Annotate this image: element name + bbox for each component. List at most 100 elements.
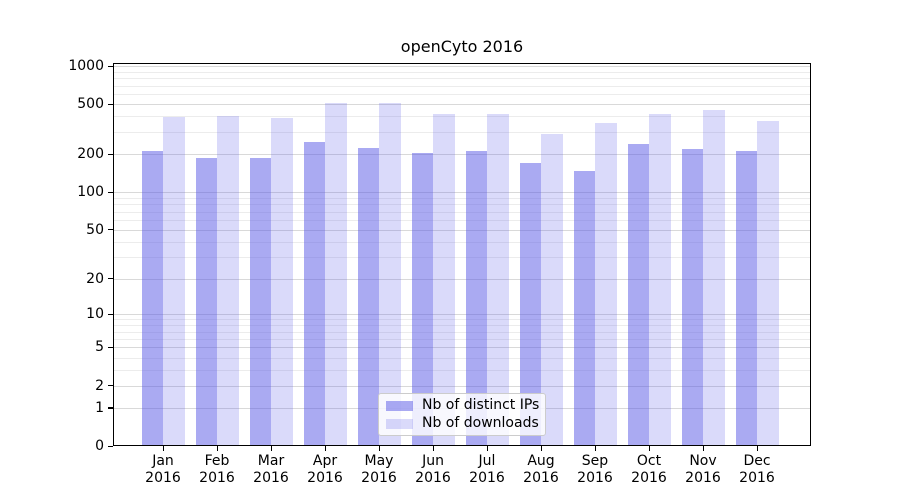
bar-downloads-nov	[703, 110, 725, 446]
gridline-minor	[113, 197, 811, 199]
x-tick-mark	[162, 446, 164, 451]
bar-downloads-may	[379, 102, 401, 446]
gridline-major	[113, 66, 811, 67]
x-tick-mark	[540, 446, 542, 451]
gridline-minor	[113, 325, 811, 327]
x-tick-mark	[270, 446, 272, 451]
x-tick-mark	[486, 446, 488, 451]
bar-downloads-apr	[325, 102, 347, 446]
bar-distinct-ips-aug	[519, 162, 541, 446]
y-tick-label: 5	[95, 339, 104, 356]
gridline-minor	[113, 339, 811, 340]
bar-downloads-jan	[163, 117, 185, 446]
legend-label-downloads: Nb of downloads	[422, 415, 539, 431]
gridline-major	[113, 229, 811, 231]
y-tick-mark	[108, 229, 113, 231]
x-tick-label-feb: Feb 2016	[199, 453, 235, 486]
gridline-major	[113, 192, 811, 194]
bar-downloads-mar	[271, 118, 293, 446]
legend-swatch-downloads	[386, 418, 413, 429]
x-tick-mark	[324, 446, 326, 451]
gridline-minor	[113, 241, 811, 243]
bar-downloads-sep	[595, 122, 617, 446]
gridline-major	[113, 314, 811, 316]
y-tick-label: 50	[86, 221, 104, 238]
bar-distinct-ips-dec	[735, 150, 757, 446]
x-tick-label-nov: Nov 2016	[685, 453, 721, 486]
gridline-minor	[113, 85, 811, 87]
bar-distinct-ips-sep	[573, 170, 595, 446]
gridline-minor	[113, 331, 811, 333]
y-tick-label: 100	[77, 184, 104, 201]
bar-distinct-ips-may	[357, 148, 379, 446]
gridline-minor	[113, 78, 811, 80]
y-tick-mark	[108, 103, 113, 105]
bar-distinct-ips-oct	[627, 143, 649, 446]
gridline-minor	[113, 357, 811, 359]
bar-distinct-ips-jun	[411, 153, 433, 446]
chart-title: openCyto 2016	[400, 37, 524, 56]
y-tick-label: 200	[77, 146, 104, 163]
x-tick-label-sep: Sep 2016	[577, 453, 613, 486]
bar-downloads-dec	[757, 120, 779, 446]
gridline-major	[113, 154, 811, 156]
x-tick-mark	[594, 446, 596, 451]
x-tick-label-oct: Oct 2016	[631, 453, 667, 486]
gridline-major	[113, 104, 811, 106]
y-tick-mark	[108, 191, 113, 193]
x-tick-label-jun: Jun 2016	[415, 453, 451, 486]
y-tick-mark	[108, 278, 113, 280]
gridline-minor	[113, 204, 811, 206]
x-tick-mark	[378, 446, 380, 451]
legend-swatch-distinct-ips	[386, 400, 413, 411]
x-tick-label-dec: Dec 2016	[739, 453, 775, 486]
bar-downloads-oct	[649, 114, 671, 446]
gridline-minor	[113, 369, 811, 371]
gridline-minor	[113, 257, 811, 259]
x-tick-label-jan: Jan 2016	[145, 453, 181, 486]
y-tick-label: 500	[77, 96, 104, 113]
y-tick-label: 0	[95, 438, 104, 454]
bar-downloads-feb	[217, 115, 239, 446]
y-tick-label: 2	[95, 377, 104, 394]
bar-distinct-ips-apr	[303, 142, 325, 446]
y-tick-label: 1	[95, 399, 104, 416]
y-tick-mark	[108, 445, 113, 447]
bar-distinct-ips-nov	[681, 149, 703, 446]
legend-item-downloads: Nb of downloads	[386, 415, 539, 431]
x-tick-mark	[648, 446, 650, 451]
y-tick-label: 1000	[68, 58, 104, 74]
gridline-major	[113, 385, 811, 387]
gridline-minor	[113, 94, 811, 96]
y-tick-mark	[108, 313, 113, 315]
gridline-minor	[113, 319, 811, 321]
x-tick-label-aug: Aug 2016	[523, 453, 559, 486]
gridline-major	[113, 278, 811, 280]
x-tick-mark	[756, 446, 758, 451]
x-tick-label-may: May 2016	[361, 453, 397, 486]
bar-distinct-ips-jul	[465, 151, 487, 446]
bar-downloads-jul	[487, 113, 509, 446]
y-tick-label: 10	[86, 306, 104, 323]
plot-area	[113, 63, 811, 446]
x-tick-mark	[216, 446, 218, 451]
x-tick-mark	[432, 446, 434, 451]
bar-distinct-ips-jan	[141, 150, 163, 446]
gridline-major	[113, 347, 811, 349]
legend-label-distinct-ips: Nb of distinct IPs	[422, 397, 540, 413]
y-tick-label: 20	[86, 270, 104, 287]
x-tick-label-jul: Jul 2016	[469, 453, 505, 486]
gridline-minor	[113, 211, 811, 213]
x-tick-mark	[702, 446, 704, 451]
gridline-minor	[113, 71, 811, 73]
y-tick-mark	[108, 65, 113, 67]
legend: Nb of distinct IPs Nb of downloads	[378, 393, 546, 436]
y-tick-mark	[108, 385, 113, 387]
y-tick-mark	[108, 153, 113, 156]
gridline-minor	[113, 116, 811, 118]
gridline-minor	[113, 219, 811, 221]
x-tick-label-apr: Apr 2016	[307, 453, 343, 486]
y-tick-mark	[108, 346, 113, 349]
bar-downloads-jun	[433, 113, 455, 446]
